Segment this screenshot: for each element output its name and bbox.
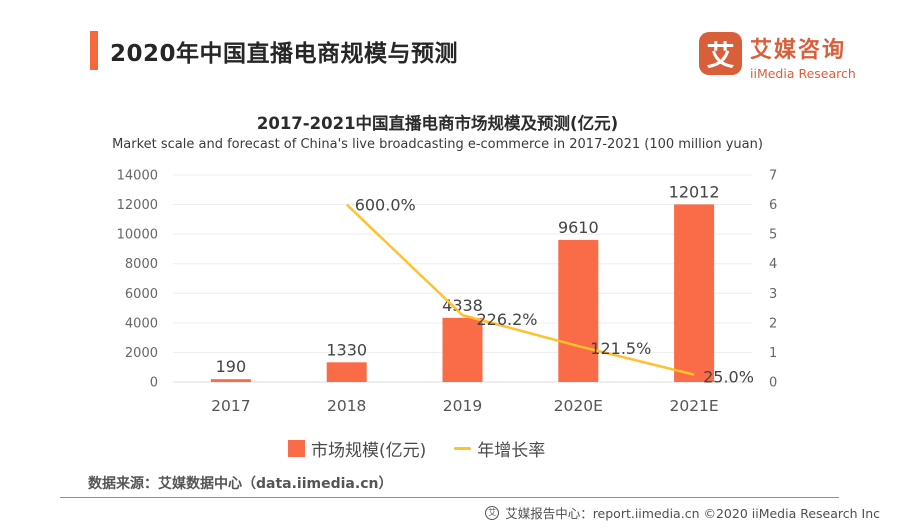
legend-label-growth-rate: 年增长率	[477, 441, 546, 461]
x-axis-label-2018: 2018	[327, 397, 366, 415]
bar-value-label: 1330	[326, 340, 367, 359]
bar-2021E	[674, 204, 715, 382]
chart-legend: 市场规模(亿元) 年增长率	[288, 436, 545, 461]
growth-rate-label: 121.5%	[590, 339, 651, 358]
right-axis-tick: 5	[769, 228, 777, 243]
right-axis-tick: 2	[769, 316, 777, 331]
right-axis-tick: 7	[769, 169, 777, 184]
right-axis-tick: 4	[769, 257, 777, 272]
growth-rate-line	[345, 203, 695, 376]
left-axis-tick: 2000	[125, 346, 158, 361]
title-accent-bar	[90, 31, 98, 70]
footer-divider	[60, 497, 839, 498]
bar-value-label: 190	[216, 357, 247, 376]
right-axis-tick: 1	[769, 346, 777, 361]
bar-2018	[326, 362, 367, 382]
left-axis-tick: 6000	[125, 287, 158, 302]
iimedia-logo-icon: 艾	[699, 32, 742, 75]
chart-title: 2017-2021中国直播电商市场规模及预测(亿元)	[256, 114, 619, 133]
footer-bar: 艾 艾媒报告中心：report.iimedia.cn ©2020 iiMedia…	[485, 503, 880, 522]
footer-text: 艾媒报告中心：report.iimedia.cn ©2020 iiMedia R…	[505, 506, 880, 521]
page-title: 2020年中国直播电商规模与预测	[110, 41, 459, 67]
right-axis-tick: 6	[769, 198, 777, 213]
bar-value-label: 9610	[558, 218, 599, 237]
x-axis-label-2020E: 2020E	[554, 397, 603, 415]
left-axis-tick: 4000	[125, 316, 158, 331]
legend-item-growth-rate[interactable]: 年增长率	[454, 436, 545, 461]
logo-name-en: iiMedia Research	[750, 66, 856, 81]
iimedia-logo: 艾 艾媒咨询 iiMedia Research	[699, 32, 856, 81]
legend-item-market-scale[interactable]: 市场规模(亿元)	[288, 436, 426, 461]
x-axis-label-2021E: 2021E	[669, 397, 718, 415]
left-axis-tick: 14000	[117, 169, 158, 184]
right-axis-tick: 0	[769, 376, 777, 391]
bar-2019	[442, 317, 483, 382]
bar-2020E	[558, 239, 599, 382]
bar-2017	[210, 379, 251, 382]
x-axis-label-2019: 2019	[443, 397, 482, 415]
line-series-swatch-icon	[454, 447, 472, 450]
left-axis-tick: 0	[150, 376, 158, 391]
chart-subtitle: Market scale and forecast of China's liv…	[112, 137, 763, 152]
x-axis-label-2017: 2017	[211, 397, 250, 415]
data-source-text: 数据来源：艾媒数据中心（data.iimedia.cn）	[88, 476, 393, 492]
left-axis-tick: 10000	[117, 228, 158, 243]
left-axis-tick: 12000	[117, 198, 158, 213]
market-chart-svg: 0 2000 4000 6000 8000 10000 12000 14000 0 1 2 3 4 5 6 7…	[117, 169, 778, 416]
right-axis-tick: 3	[769, 287, 777, 302]
bar-value-label: 4338	[442, 296, 483, 315]
bar-series-swatch-icon	[288, 440, 305, 457]
left-axis-tick: 8000	[125, 257, 158, 272]
bar-value-label: 12012	[669, 182, 720, 201]
growth-rate-label: 25.0%	[703, 368, 754, 387]
growth-rate-label: 226.2%	[477, 310, 538, 329]
iimedia-circle-logo-icon: 艾	[485, 505, 500, 520]
growth-rate-label: 600.0%	[355, 196, 416, 215]
logo-name-cn: 艾媒咨询	[750, 38, 847, 63]
legend-label-market-scale: 市场规模(亿元)	[311, 441, 427, 461]
